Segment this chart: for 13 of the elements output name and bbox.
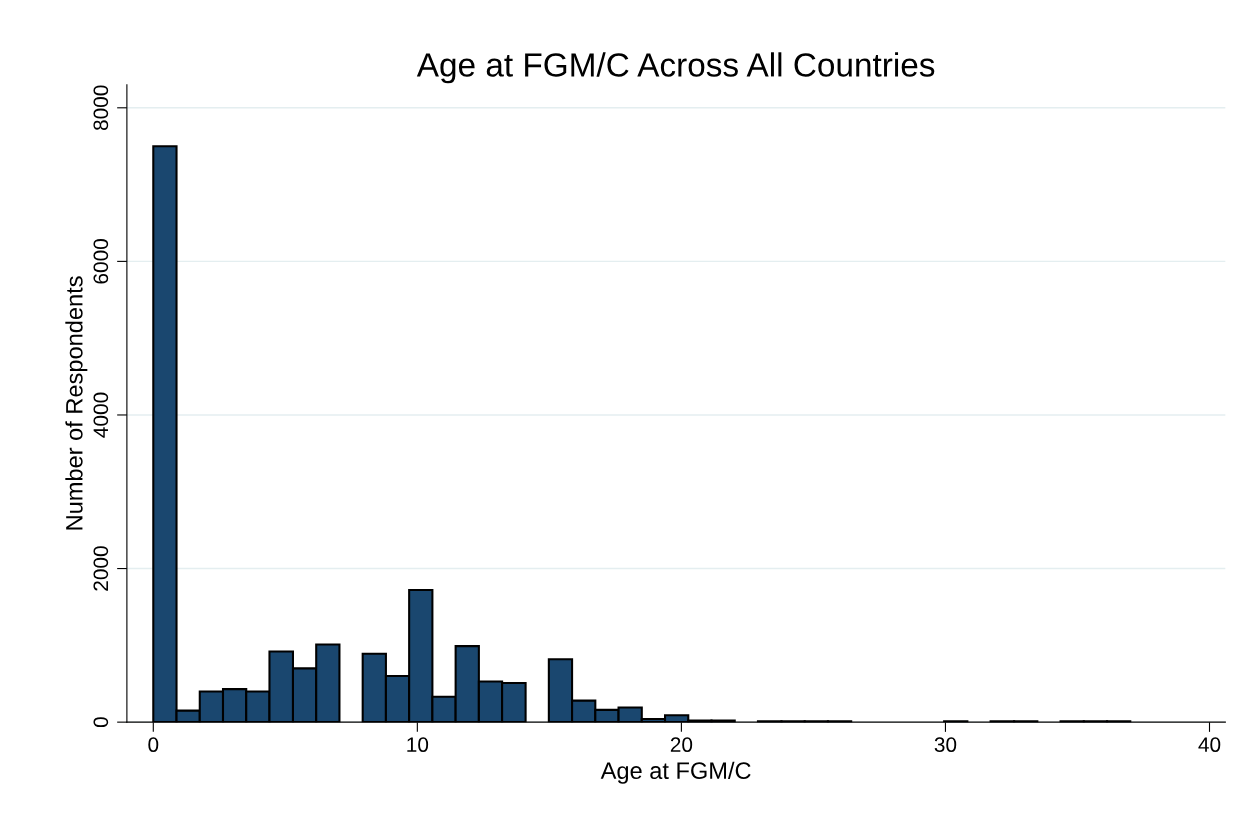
x-axis-title: Age at FGM/C: [600, 761, 751, 784]
x-tick-label: 0: [148, 737, 159, 753]
y-tick-label: 0: [93, 717, 109, 728]
x-tick-label: 20: [670, 737, 693, 753]
x-tick-label: 10: [407, 737, 429, 753]
x-tick-label: 40: [1198, 737, 1221, 753]
y-tick-label: 2000: [93, 546, 109, 591]
x-tick-label: 30: [934, 737, 957, 753]
y-tick-label: 6000: [93, 239, 109, 284]
y-axis-title: Number of Respondents: [65, 276, 88, 530]
chart-title: Age at FGM/C Across All Countries: [416, 52, 935, 84]
y-tick-label: 4000: [93, 392, 109, 438]
y-tick-label: 8000: [93, 85, 109, 131]
